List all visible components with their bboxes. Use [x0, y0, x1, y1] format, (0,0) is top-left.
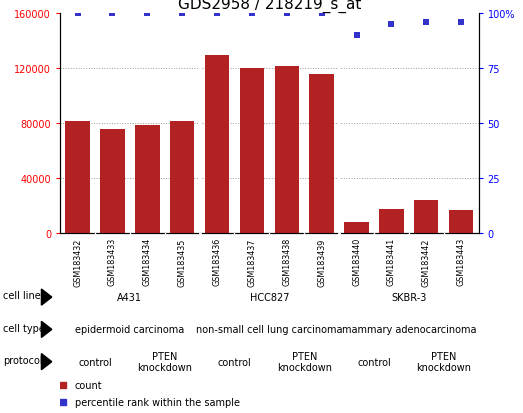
Title: GDS2958 / 218219_s_at: GDS2958 / 218219_s_at: [178, 0, 361, 13]
Text: HCC827: HCC827: [249, 292, 289, 302]
Polygon shape: [41, 289, 52, 306]
Bar: [379, 209, 404, 234]
Point: [282, 11, 291, 18]
Text: GSM183432: GSM183432: [73, 237, 82, 286]
Text: cell type: cell type: [3, 323, 45, 333]
Bar: [414, 201, 438, 234]
Bar: [100, 130, 124, 234]
Text: protocol: protocol: [3, 355, 42, 365]
Text: GSM183442: GSM183442: [422, 237, 431, 286]
Text: GSM183437: GSM183437: [247, 237, 256, 286]
Text: GSM183443: GSM183443: [457, 237, 465, 286]
Text: PTEN
knockdown: PTEN knockdown: [137, 351, 192, 373]
Text: GSM183435: GSM183435: [178, 237, 187, 286]
Text: GSM183433: GSM183433: [108, 237, 117, 286]
Text: PTEN
knockdown: PTEN knockdown: [277, 351, 332, 373]
Text: cell line: cell line: [3, 291, 41, 301]
Text: PTEN
knockdown: PTEN knockdown: [416, 351, 471, 373]
Bar: [449, 211, 473, 234]
Point: [387, 22, 395, 29]
Polygon shape: [41, 321, 52, 338]
Bar: [275, 66, 299, 234]
Point: [353, 33, 361, 40]
Text: SKBR-3: SKBR-3: [391, 292, 426, 302]
Bar: [310, 75, 334, 234]
Point: [178, 11, 186, 18]
Text: GSM183441: GSM183441: [387, 237, 396, 286]
Bar: [65, 121, 90, 234]
Bar: [240, 69, 264, 234]
Text: GSM183434: GSM183434: [143, 237, 152, 286]
Point: [457, 20, 465, 26]
Text: A431: A431: [117, 292, 142, 302]
Bar: [170, 121, 195, 234]
Text: mammary adenocarcinoma: mammary adenocarcinoma: [342, 325, 476, 335]
Text: GSM183439: GSM183439: [317, 237, 326, 286]
Point: [422, 20, 430, 26]
Point: [108, 11, 117, 18]
Point: [213, 11, 221, 18]
Bar: [344, 223, 369, 234]
Text: control: control: [78, 357, 112, 367]
Bar: [135, 126, 160, 234]
Point: [73, 11, 82, 18]
Text: count: count: [75, 380, 103, 390]
Text: epidermoid carcinoma: epidermoid carcinoma: [75, 325, 185, 335]
Bar: [205, 56, 229, 234]
Text: control: control: [357, 357, 391, 367]
Text: percentile rank within the sample: percentile rank within the sample: [75, 397, 240, 407]
Text: GSM183436: GSM183436: [212, 237, 222, 286]
Point: [143, 11, 152, 18]
Point: [317, 11, 326, 18]
Text: GSM183440: GSM183440: [352, 237, 361, 286]
Point: [248, 11, 256, 18]
Text: GSM183438: GSM183438: [282, 237, 291, 286]
Polygon shape: [41, 354, 52, 370]
Text: non-small cell lung carcinoma: non-small cell lung carcinoma: [196, 325, 343, 335]
Text: control: control: [218, 357, 252, 367]
